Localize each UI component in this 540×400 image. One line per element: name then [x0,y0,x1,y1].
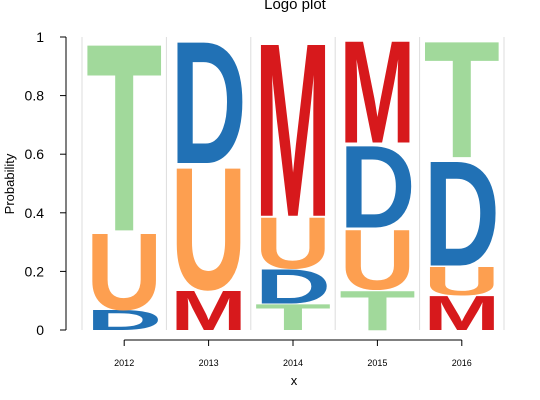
y-tick-label: 0.6 [25,146,45,162]
logo-letter-U-2015: U [339,213,415,308]
logo-letter-U-2014: U [255,203,331,284]
logo-letter-M-2015: M [339,9,415,173]
x-tick-label: 2012 [114,358,134,368]
column-separators [81,37,505,330]
logo-letter-U-2013: U [170,130,246,326]
logo-letter-D-2013: D [170,4,246,200]
y-axis: 0 0.2 0.4 0.6 0.8 1 [25,29,67,338]
logo-letter-U-2012: U [86,210,162,333]
y-tick-label: 1 [36,29,44,45]
logo-letter-M-2016: M [424,285,500,340]
logo-letter-T-2014: T [255,297,331,338]
x-tick-label: 2014 [283,358,303,368]
logo-letter-D-2012: D [86,305,162,337]
x-axis-label: x [291,373,298,388]
y-tick-label: 0.4 [25,205,45,221]
logo-letter-M-2014: M [255,0,331,269]
logo-letter-U-2016: U [424,258,500,304]
y-tick-label: 0 [36,322,44,338]
x-tick-label: 2013 [199,358,219,368]
logo-letter-D-2016: D [424,129,500,298]
logo-letter-D-2014: D [255,260,331,315]
logo-letter-T-2016: T [424,8,500,194]
logo-letter-T-2015: T [339,278,415,342]
x-axis: 2012 2013 2014 2015 2016 [114,339,472,368]
y-tick-label: 0.8 [25,88,45,104]
y-tick-label: 0.2 [25,263,45,279]
chart-title: Logo plot [264,0,327,13]
logo-letter-M-2013: M [170,279,246,342]
y-axis-label: Probability [2,153,17,214]
x-tick-label: 2015 [367,358,387,368]
logo-letter-T-2012: T [86,0,162,288]
x-tick-label: 2016 [452,358,472,368]
logo-letter-D-2015: D [339,121,415,253]
